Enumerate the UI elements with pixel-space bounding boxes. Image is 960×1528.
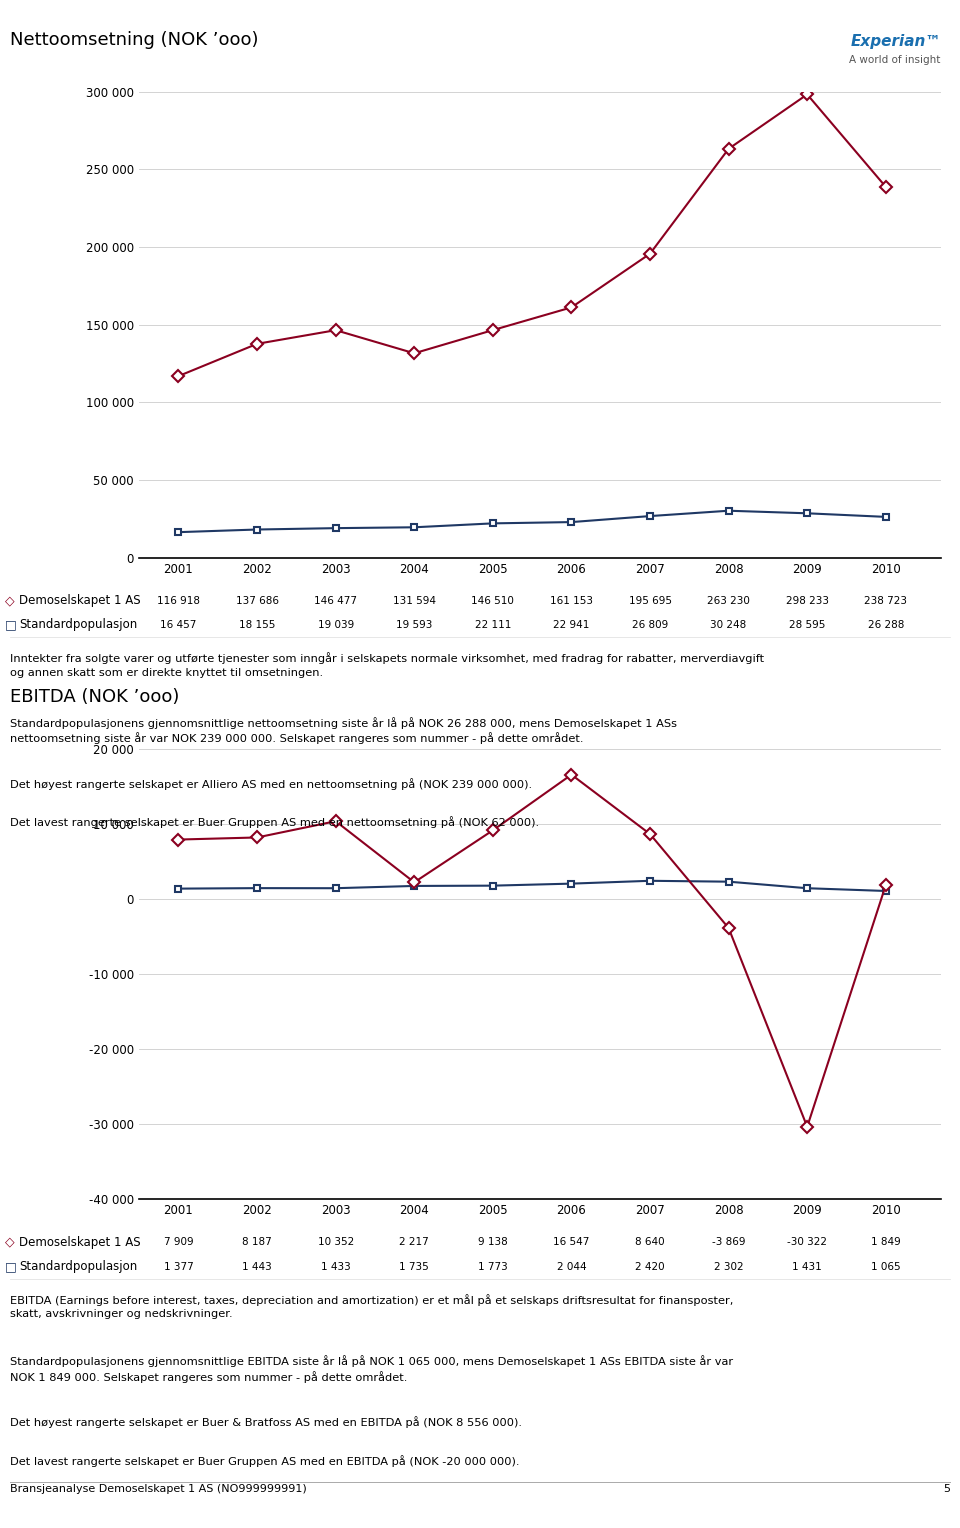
Text: 8 640: 8 640 xyxy=(636,1238,665,1247)
Text: 238 723: 238 723 xyxy=(864,596,907,605)
Text: Inntekter fra solgte varer og utførte tjenester som inngår i selskapets normale : Inntekter fra solgte varer og utførte tj… xyxy=(10,652,764,677)
Text: EBITDA (NOK ’ooo): EBITDA (NOK ’ooo) xyxy=(10,688,179,706)
Text: 5: 5 xyxy=(944,1484,950,1494)
Text: Det lavest rangerte selskapet er Buer Gruppen AS med en EBITDA på (NOK -20 000 0: Det lavest rangerte selskapet er Buer Gr… xyxy=(10,1455,519,1467)
Text: Standardpopulasjonens gjennomsnittlige EBITDA siste år lå på NOK 1 065 000, mens: Standardpopulasjonens gjennomsnittlige E… xyxy=(10,1355,732,1383)
Text: 8 187: 8 187 xyxy=(242,1238,272,1247)
Text: 298 233: 298 233 xyxy=(785,596,828,605)
Text: 19 593: 19 593 xyxy=(396,620,432,630)
Text: 146 510: 146 510 xyxy=(471,596,515,605)
Text: □: □ xyxy=(5,619,16,631)
Text: 1 443: 1 443 xyxy=(242,1262,272,1271)
Text: 26 288: 26 288 xyxy=(868,620,904,630)
Text: 1 735: 1 735 xyxy=(399,1262,429,1271)
Text: Experian™: Experian™ xyxy=(851,34,941,49)
Text: 161 153: 161 153 xyxy=(550,596,593,605)
Text: 116 918: 116 918 xyxy=(157,596,200,605)
Text: 10 352: 10 352 xyxy=(318,1238,354,1247)
Text: 131 594: 131 594 xyxy=(393,596,436,605)
Text: 1 433: 1 433 xyxy=(321,1262,350,1271)
Text: Det høyest rangerte selskapet er Alliero AS med en nettoomsetning på (NOK 239 00: Det høyest rangerte selskapet er Alliero… xyxy=(10,778,532,790)
Text: 7 909: 7 909 xyxy=(164,1238,193,1247)
Text: 137 686: 137 686 xyxy=(235,596,278,605)
Text: -3 869: -3 869 xyxy=(712,1238,745,1247)
Text: Standardpopulasjonens gjennomsnittlige nettoomsetning siste år lå på NOK 26 288 : Standardpopulasjonens gjennomsnittlige n… xyxy=(10,717,677,744)
Text: 16 547: 16 547 xyxy=(553,1238,589,1247)
Text: Demoselskapet 1 AS: Demoselskapet 1 AS xyxy=(19,594,141,607)
Text: 1 849: 1 849 xyxy=(871,1238,900,1247)
Text: Nettoomsetning (NOK ’ooo): Nettoomsetning (NOK ’ooo) xyxy=(10,31,258,49)
Text: Bransjeanalyse Demoselskapet 1 AS (NO999999991): Bransjeanalyse Demoselskapet 1 AS (NO999… xyxy=(10,1484,306,1494)
Text: 2 302: 2 302 xyxy=(714,1262,743,1271)
Text: ◇: ◇ xyxy=(5,594,14,607)
Text: 22 941: 22 941 xyxy=(553,620,589,630)
Text: Standardpopulasjon: Standardpopulasjon xyxy=(19,619,137,631)
Text: -30 322: -30 322 xyxy=(787,1238,828,1247)
Text: 2 217: 2 217 xyxy=(399,1238,429,1247)
Text: 1 431: 1 431 xyxy=(792,1262,822,1271)
Text: 2 420: 2 420 xyxy=(636,1262,665,1271)
Text: Demoselskapet 1 AS: Demoselskapet 1 AS xyxy=(19,1236,141,1248)
Text: 1 773: 1 773 xyxy=(478,1262,508,1271)
Text: 146 477: 146 477 xyxy=(314,596,357,605)
Text: □: □ xyxy=(5,1261,16,1273)
Text: 28 595: 28 595 xyxy=(789,620,826,630)
Text: 195 695: 195 695 xyxy=(629,596,672,605)
Text: 30 248: 30 248 xyxy=(710,620,747,630)
Text: 22 111: 22 111 xyxy=(474,620,511,630)
Text: 1 377: 1 377 xyxy=(163,1262,193,1271)
Text: Det lavest rangerte selskapet er Buer Gruppen AS med en nettoomsetning på (NOK 6: Det lavest rangerte selskapet er Buer Gr… xyxy=(10,816,539,828)
Text: Standardpopulasjon: Standardpopulasjon xyxy=(19,1261,137,1273)
Text: EBITDA (Earnings before interest, taxes, depreciation and amortization) er et må: EBITDA (Earnings before interest, taxes,… xyxy=(10,1294,733,1319)
Text: 2 044: 2 044 xyxy=(557,1262,587,1271)
Text: ◇: ◇ xyxy=(5,1236,14,1248)
Text: 18 155: 18 155 xyxy=(239,620,276,630)
Text: 1 065: 1 065 xyxy=(871,1262,900,1271)
Text: 16 457: 16 457 xyxy=(160,620,197,630)
Text: 9 138: 9 138 xyxy=(478,1238,508,1247)
Text: A world of insight: A world of insight xyxy=(850,55,941,66)
Text: 263 230: 263 230 xyxy=(708,596,750,605)
Text: Det høyest rangerte selskapet er Buer & Bratfoss AS med en EBITDA på (NOK 8 556 : Det høyest rangerte selskapet er Buer & … xyxy=(10,1416,521,1429)
Text: 26 809: 26 809 xyxy=(632,620,668,630)
Text: 19 039: 19 039 xyxy=(318,620,354,630)
